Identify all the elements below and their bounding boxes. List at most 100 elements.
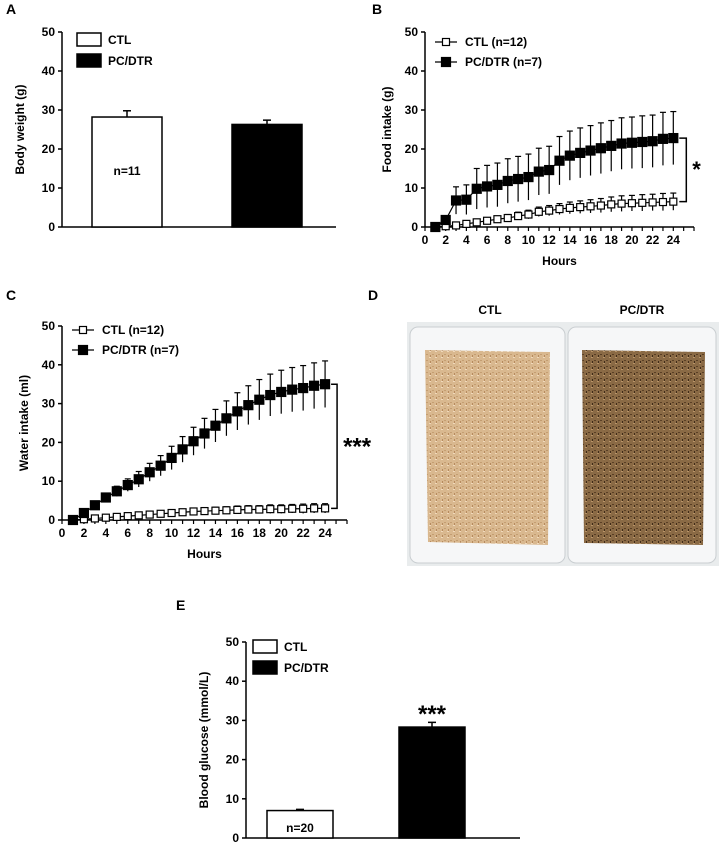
photo-panel-d: CTL PC/DTR [407, 303, 719, 566]
bar-label: n=6 [421, 794, 442, 808]
data-point [188, 436, 199, 447]
data-point [617, 199, 626, 208]
legend-marker [78, 325, 88, 335]
data-point [565, 203, 574, 212]
y-tick-label: 50 [405, 25, 419, 39]
y-tick-label: 40 [405, 64, 419, 78]
data-point [78, 507, 90, 519]
data-point [178, 508, 187, 517]
data-point [287, 384, 298, 395]
data-point [503, 213, 512, 223]
y-tick-label: 0 [48, 513, 55, 527]
y-tick-label: 50 [42, 319, 56, 333]
data-point [233, 505, 242, 515]
data-point [524, 210, 533, 219]
data-point [430, 221, 441, 233]
data-point [471, 183, 482, 194]
data-point [166, 452, 177, 464]
legend-entry: CTL (n=12) [102, 323, 164, 337]
data-point [616, 138, 627, 149]
chart-panel-a: 0 10 20 30 40 50 Body weight (g) CTL PC/DTR n=11 n… [13, 25, 336, 234]
data-point [123, 512, 132, 521]
x-tick-label: 16 [231, 526, 245, 540]
x-axis-label: Hours [187, 547, 222, 561]
y-tick-label: 40 [42, 64, 56, 78]
data-point [648, 198, 657, 207]
y-tick-label: 20 [405, 142, 419, 156]
data-point [502, 175, 513, 187]
y-tick-label: 20 [42, 142, 56, 156]
data-point [586, 202, 595, 211]
y-tick-label: 30 [42, 397, 56, 411]
data-point [319, 379, 331, 390]
data-point [461, 194, 472, 205]
legend-swatch [76, 53, 102, 68]
y-axis-label: Food intake (g) [380, 87, 394, 173]
data-point [243, 400, 254, 411]
data-point [492, 179, 503, 190]
y-tick-label: 20 [226, 753, 240, 767]
legend-marker [440, 56, 452, 68]
significance-marker: *** [343, 433, 372, 460]
y-tick-label: 30 [405, 103, 419, 117]
data-point [144, 467, 155, 478]
y-tick-label: 50 [226, 635, 240, 649]
data-point [462, 219, 471, 228]
data-point [493, 215, 502, 224]
data-point [222, 506, 231, 515]
series-line [435, 201, 674, 228]
data-point [585, 145, 596, 156]
y-axis-label: Water intake (ml) [17, 375, 31, 471]
x-tick-label: 24 [318, 526, 332, 540]
data-point [309, 380, 320, 391]
y-tick-label: 0 [232, 831, 239, 845]
bar-label: n=7 [256, 164, 277, 178]
x-tick-label: 22 [646, 233, 660, 247]
data-point [657, 133, 669, 144]
x-tick-label: 6 [484, 233, 491, 247]
data-point [177, 444, 188, 455]
bar [231, 123, 303, 228]
x-tick-label: 8 [146, 526, 153, 540]
data-point [255, 505, 264, 514]
data-point [668, 132, 679, 144]
data-point [596, 201, 605, 210]
data-point [544, 164, 555, 176]
y-tick-label: 30 [226, 713, 240, 727]
bar-label: n=11 [113, 164, 140, 178]
bar [91, 116, 163, 228]
data-point [221, 413, 232, 424]
data-point [310, 504, 319, 513]
x-tick-label: 12 [187, 526, 201, 540]
x-tick-label: 8 [504, 233, 511, 247]
data-point [155, 460, 166, 471]
data-point [575, 147, 586, 158]
data-point [482, 216, 492, 225]
data-point [265, 389, 276, 401]
legend-swatch [76, 32, 102, 47]
data-point [481, 181, 493, 192]
data-point [626, 137, 638, 148]
legend-entry: CTL (n=12) [465, 35, 527, 49]
data-point [555, 204, 564, 214]
y-tick-label: 10 [226, 792, 240, 806]
data-point [133, 474, 144, 485]
y-tick-label: 40 [226, 674, 240, 688]
x-tick-label: 10 [522, 233, 536, 247]
data-point [276, 386, 287, 398]
series-line [72, 507, 326, 521]
data-point [554, 155, 565, 166]
data-point [266, 505, 275, 514]
legend-entry: CTL [108, 33, 131, 47]
data-point [450, 195, 462, 206]
data-point [111, 486, 122, 497]
x-tick-label: 18 [253, 526, 267, 540]
data-point [451, 221, 461, 230]
bar [398, 726, 466, 839]
legend-swatch [252, 639, 278, 654]
x-axis-label: Hours [542, 254, 577, 268]
data-point [576, 203, 585, 212]
x-tick-label: 2 [442, 233, 449, 247]
